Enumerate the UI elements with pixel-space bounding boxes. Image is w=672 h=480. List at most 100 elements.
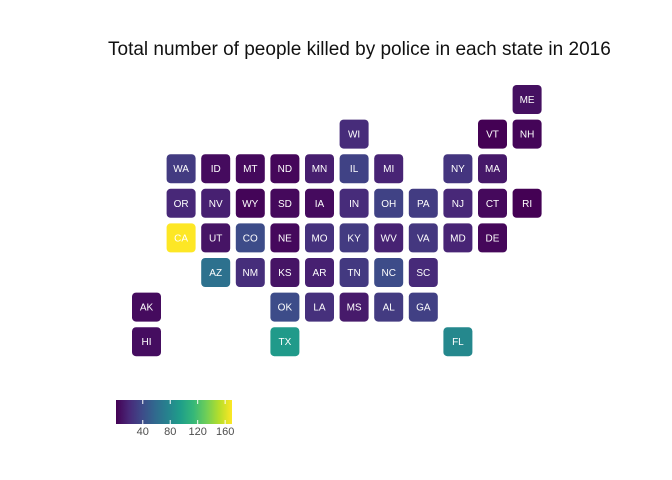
tile-id: [201, 154, 231, 184]
tile-label-mn: MN: [312, 164, 328, 175]
tile-label-ok: OK: [278, 303, 293, 314]
tile-ga: [408, 292, 438, 322]
tile-tn: [339, 258, 369, 287]
tile-il: [339, 154, 369, 184]
tile-label-fl: FL: [452, 337, 464, 348]
tile-label-wa: WA: [173, 164, 189, 175]
tile-label-de: DE: [486, 233, 500, 244]
tile-al: [374, 292, 404, 322]
tile-label-wi: WI: [348, 130, 360, 141]
tile-ny: [443, 154, 473, 184]
legend-tick-label: 120: [189, 426, 207, 438]
legend-tick-label: 160: [216, 426, 234, 438]
tile-nj: [443, 188, 473, 218]
tile-label-hi: HI: [142, 337, 152, 348]
tile-label-ky: KY: [347, 233, 361, 244]
legend-ticks: 40 80 120 160: [137, 400, 234, 438]
tile-ia: [305, 188, 334, 218]
tile-label-co: CO: [243, 233, 258, 244]
tile-nc: [374, 258, 404, 287]
tile-ok: [270, 292, 300, 322]
tile-ma: [478, 154, 507, 184]
tile-label-ks: KS: [278, 268, 292, 279]
tile-label-oh: OH: [381, 199, 396, 210]
tile-oh: [374, 188, 404, 218]
tile-label-in: IN: [349, 199, 359, 210]
tile-pa: [408, 188, 438, 218]
tile-ar: [305, 258, 334, 287]
tile-label-il: IL: [350, 164, 359, 175]
tile-label-ut: UT: [209, 233, 222, 244]
tile-ne: [270, 223, 300, 253]
tile-mt: [235, 154, 265, 184]
tile-nm: [235, 258, 265, 287]
tile-de: [478, 223, 507, 253]
tile-label-wy: WY: [242, 199, 258, 210]
tile-wa: [166, 154, 196, 184]
tile-sd: [270, 188, 300, 218]
tile-label-ny: NY: [451, 164, 465, 175]
tile-label-ak: AK: [140, 303, 154, 314]
tile-label-ga: GA: [416, 303, 431, 314]
color-legend: 40 80 120 160: [116, 400, 234, 438]
tile-wi: [339, 119, 369, 149]
tile-label-ma: MA: [485, 164, 500, 175]
tile-label-nh: NH: [520, 130, 534, 141]
tile-wv: [374, 223, 404, 253]
tile-label-ne: NE: [278, 233, 292, 244]
legend-tick-label: 80: [164, 426, 176, 438]
tile-ky: [339, 223, 369, 253]
tile-label-mt: MT: [243, 164, 257, 175]
tile-nv: [201, 188, 231, 218]
tile-label-pa: PA: [417, 199, 430, 210]
tile-fl: [443, 327, 473, 357]
tile-ri: [512, 188, 542, 218]
tile-hi: [132, 327, 161, 357]
tile-mo: [305, 223, 334, 253]
tile-nh: [512, 119, 542, 149]
tile-wy: [235, 188, 265, 218]
tile-ak: [132, 292, 161, 322]
tile-mn: [305, 154, 334, 184]
tile-label-or: OR: [174, 199, 189, 210]
tile-label-nv: NV: [209, 199, 223, 210]
tile-mi: [374, 154, 404, 184]
tile-la: [305, 292, 334, 322]
tile-label-mi: MI: [383, 164, 394, 175]
tile-label-mo: MO: [311, 233, 327, 244]
tile-label-nm: NM: [243, 268, 259, 279]
tile-label-sd: SD: [278, 199, 292, 210]
tile-ut: [201, 223, 231, 253]
tile-label-ct: CT: [486, 199, 499, 210]
tile-va: [408, 223, 438, 253]
tile-label-vt: VT: [486, 130, 499, 141]
tile-label-id: ID: [211, 164, 221, 175]
tile-ca: [166, 223, 196, 253]
tile-label-tx: TX: [279, 337, 292, 348]
tile-ks: [270, 258, 300, 287]
tile-label-az: AZ: [209, 268, 222, 279]
tile-label-tn: TN: [347, 268, 360, 279]
tile-label-wv: WV: [381, 233, 397, 244]
tile-label-ia: IA: [315, 199, 325, 210]
legend-color-bar: [116, 400, 232, 424]
tile-ct: [478, 188, 507, 218]
tile-vt: [478, 119, 507, 149]
tile-label-al: AL: [383, 303, 396, 314]
tile-me: [512, 85, 542, 114]
tile-label-va: VA: [417, 233, 430, 244]
tile-az: [201, 258, 231, 287]
tile-label-md: MD: [450, 233, 466, 244]
tile-label-nc: NC: [381, 268, 395, 279]
tile-label-ms: MS: [347, 303, 362, 314]
tile-sc: [408, 258, 438, 287]
tile-co: [235, 223, 265, 253]
tile-nd: [270, 154, 300, 184]
tile-label-ca: CA: [174, 233, 188, 244]
tile-label-nj: NJ: [452, 199, 464, 210]
tile-label-ri: RI: [522, 199, 532, 210]
tile-md: [443, 223, 473, 253]
tile-label-la: LA: [313, 303, 326, 314]
state-tiles: ME WI VT NH WA ID MT ND MN IL MI NY MA OR NV WY SD IA IN OH…: [132, 85, 542, 357]
